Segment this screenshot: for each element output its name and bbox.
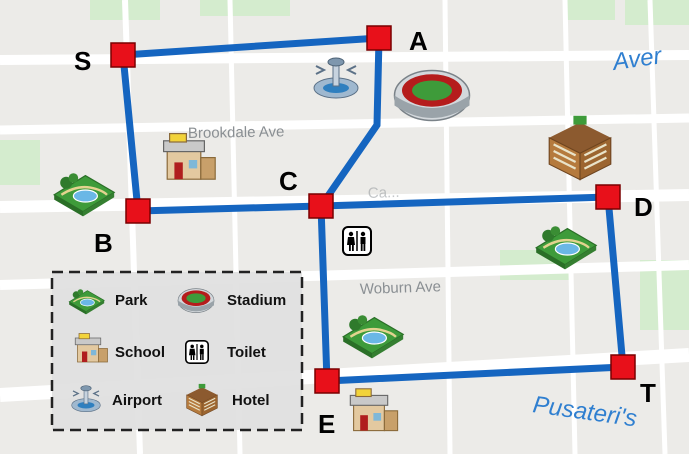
toilet-icon (342, 226, 372, 256)
node-a (366, 25, 392, 51)
node-c (308, 193, 334, 219)
node-label-t: T (640, 378, 656, 408)
node-label-a: A (409, 26, 428, 56)
street-label-faint: Ca... (368, 184, 400, 202)
legend-label-park: Park (115, 292, 148, 309)
node-label-b: B (94, 228, 113, 258)
edge-s-b (119, 51, 142, 215)
route-nodes (110, 25, 636, 394)
park-areas (0, 0, 689, 330)
node-b (125, 198, 151, 224)
legend-label-stadium: Stadium (227, 292, 286, 309)
street-label-brookdale: Brookdale Ave (188, 123, 285, 142)
street-label-woburn: Woburn Ave (360, 278, 442, 298)
edge-a-c (317, 34, 383, 210)
legend: Park Stadium School Toilet Airport Hotel (50, 270, 304, 432)
legend-toilet-icon (185, 339, 209, 365)
legend-label-school: School (115, 344, 165, 361)
edge-c-e (317, 202, 331, 385)
node-t (610, 354, 636, 380)
edge-d-t (604, 193, 627, 371)
edge-c-d (317, 193, 612, 210)
route-edges (119, 34, 627, 385)
legend-label-airport: Airport (112, 392, 162, 409)
edge-s-a (119, 34, 383, 59)
node-label-s: S (74, 46, 91, 76)
node-label-d: D (634, 192, 653, 222)
legend-label-toilet: Toilet (227, 344, 266, 361)
edge-e-t (323, 363, 627, 385)
edge-b-c (134, 202, 325, 215)
legend-stadium-icon (177, 288, 215, 313)
stadium-icon (393, 69, 471, 122)
node-e (314, 368, 340, 394)
node-d (595, 184, 621, 210)
node-label-e: E (318, 409, 335, 439)
node-label-c: C (279, 166, 298, 196)
node-s (110, 42, 136, 68)
legend-label-hotel: Hotel (232, 392, 270, 409)
